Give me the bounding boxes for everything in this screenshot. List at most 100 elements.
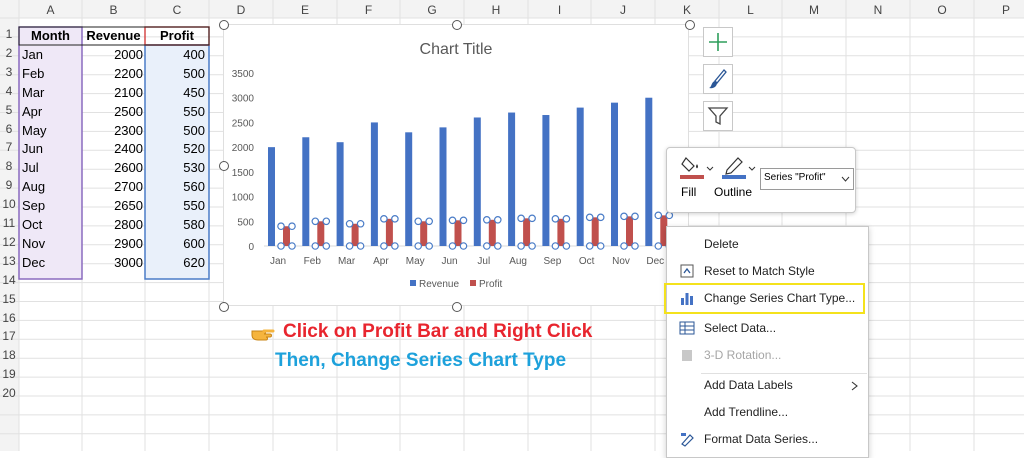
table-cell[interactable]: 520 [183,141,205,157]
table-cell[interactable]: 500 [183,65,205,81]
row-header-11[interactable]: 11 [2,216,16,230]
table-cell[interactable]: 500 [183,122,205,138]
menu-item-delete[interactable]: Delete [667,231,868,258]
revenue-bar[interactable] [473,117,481,246]
table-cell[interactable]: Sep [22,198,46,214]
revenue-bar[interactable] [370,122,378,246]
revenue-bar[interactable] [268,147,275,246]
revenue-bar[interactable] [336,142,344,246]
row-header-9[interactable]: 9 [5,178,13,193]
column-header-M[interactable]: M [809,3,819,17]
menu-item-select-data[interactable]: Select Data... [667,315,868,342]
profit-bar[interactable] [420,221,428,246]
table-cell[interactable]: 450 [183,84,205,100]
table-cell[interactable]: 530 [183,160,205,176]
table-cell[interactable]: 580 [183,217,205,232]
table-cell[interactable]: 2200 [114,65,143,81]
column-header-I[interactable]: I [557,3,562,17]
resize-handle-left[interactable] [219,161,229,171]
resize-handle-tl[interactable] [219,20,229,30]
table-cell[interactable]: 2100 [114,84,143,100]
table-cell[interactable]: Profit [160,28,194,43]
table-cell[interactable]: Nov [22,235,46,251]
profit-bar[interactable] [488,219,496,246]
row-header-10[interactable]: 10 [2,197,16,212]
column-header-N[interactable]: N [873,3,883,17]
profit-bar[interactable] [454,220,462,246]
resize-handle-tr[interactable] [685,20,695,30]
column-header-K[interactable]: K [682,3,691,17]
table-cell[interactable]: 2600 [114,160,143,176]
table-cell[interactable]: 600 [183,235,205,251]
table-cell[interactable]: May [22,122,47,138]
table-cell[interactable]: 2800 [114,217,143,232]
column-header-G[interactable]: G [427,3,437,17]
column-header-P[interactable]: P [1001,3,1010,17]
profit-bar[interactable] [385,218,393,246]
fill-button[interactable] [679,154,719,180]
column-header-J[interactable]: J [620,3,626,17]
row-header-15[interactable]: 15 [2,291,16,306]
row-header-3[interactable]: 3 [5,64,13,79]
table-cell[interactable]: 2500 [114,103,143,119]
table-cell[interactable]: 560 [183,179,205,195]
revenue-bar[interactable] [576,107,584,246]
chart-elements-button[interactable] [703,27,733,57]
row-header-6[interactable]: 6 [5,121,13,136]
chart-styles-button[interactable] [703,64,733,94]
profit-bar[interactable] [626,216,633,246]
resize-handle-top[interactable] [452,20,462,30]
column-header-B[interactable]: B [109,3,118,17]
profit-bar[interactable] [351,223,359,246]
table-cell[interactable]: Mar [22,84,45,100]
table-cell[interactable]: 2700 [114,179,143,195]
revenue-bar[interactable] [542,115,550,246]
table-cell[interactable]: 550 [183,103,205,119]
table-cell[interactable]: 2300 [114,122,143,138]
revenue-bar[interactable] [302,137,310,246]
revenue-bar[interactable] [439,127,447,246]
table-cell[interactable]: 550 [183,198,205,214]
row-header-14[interactable]: 14 [2,272,16,287]
table-cell[interactable]: 620 [183,254,205,270]
column-header-H[interactable]: H [491,3,501,17]
table-cell[interactable]: Jan [22,46,43,62]
profit-bar[interactable] [317,221,325,246]
table-cell[interactable]: 2900 [114,235,143,251]
menu-item-reset-style[interactable]: Reset to Match Style [667,258,868,285]
revenue-bar[interactable] [645,97,653,246]
table-cell[interactable]: Jul [22,160,39,176]
row-header-4[interactable]: 4 [5,83,13,98]
column-header-A[interactable]: A [46,3,55,17]
row-header-7[interactable]: 7 [5,140,13,155]
column-header-O[interactable]: O [937,3,947,17]
menu-item-change-chart-type[interactable]: Change Series Chart Type... [667,285,868,312]
table-cell[interactable]: Month [31,28,70,43]
profit-bar[interactable] [523,218,531,246]
table-cell[interactable]: Apr [22,103,43,119]
revenue-bar[interactable] [508,112,516,247]
table-cell[interactable]: 2650 [114,198,143,214]
menu-item-format-series[interactable]: Format Data Series... [667,426,868,453]
table-cell[interactable]: Revenue [86,28,141,43]
profit-bar[interactable] [591,217,599,246]
row-header-17[interactable]: 17 [2,329,16,344]
menu-item-add-trendline[interactable]: Add Trendline... [667,399,868,426]
table-cell[interactable]: Oct [22,217,43,232]
row-header-16[interactable]: 16 [2,310,16,325]
chart-filters-button[interactable] [703,101,733,131]
column-header-D[interactable]: D [236,3,246,17]
table-cell[interactable]: Jun [22,141,43,157]
row-header-19[interactable]: 19 [2,367,16,382]
chart-area[interactable]: Chart Title 0 500 1000 1500 2000 2500 3000 3500 J… [222,23,692,307]
column-header-C[interactable]: C [172,3,182,17]
row-header-18[interactable]: 18 [2,348,16,363]
table-cell[interactable]: Feb [22,65,45,81]
revenue-bar[interactable] [611,102,618,247]
series-select[interactable]: Series "Profit" [760,168,854,190]
row-header-13[interactable]: 13 [2,253,16,268]
column-header-F[interactable]: F [364,3,373,17]
column-chart[interactable]: Chart Title 0 500 1000 1500 2000 2500 3000 3500 J… [222,23,692,307]
resize-handle-bottom[interactable] [452,302,462,312]
revenue-bar[interactable] [405,132,413,246]
